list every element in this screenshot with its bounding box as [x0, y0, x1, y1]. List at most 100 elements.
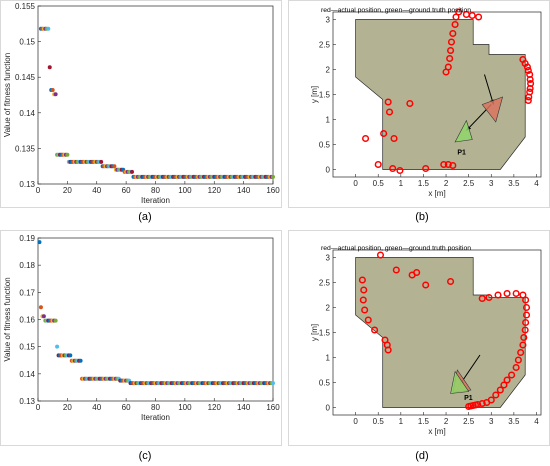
ground-truth-triangle — [450, 370, 470, 394]
x-tick-label: 2.5 — [463, 417, 475, 426]
actual-position-marker — [440, 160, 448, 169]
y-tick-label: 0.15 — [19, 343, 35, 352]
y-tick-label: 0.18 — [19, 261, 35, 270]
data-point — [46, 26, 51, 31]
plot-area — [37, 237, 274, 402]
y-tick-label: 2 — [326, 66, 331, 75]
actual-position-marker — [525, 93, 533, 101]
data-point — [130, 169, 134, 174]
actual-position-marker — [508, 371, 516, 379]
y-axis-label: y [m] — [310, 86, 319, 103]
x-tick-label: 3 — [489, 417, 494, 426]
room-area — [355, 19, 526, 170]
x-tick-label: 140 — [237, 403, 251, 412]
data-point — [55, 344, 60, 349]
x-axis-label: x [m] — [428, 189, 445, 198]
y-tick-label: 1.5 — [319, 91, 331, 100]
actual-position-marker — [384, 98, 392, 106]
x-tick-label: 1.5 — [418, 417, 430, 426]
actual-position-marker — [519, 341, 527, 349]
x-tick-label: 60 — [122, 186, 131, 195]
x-tick-label: 120 — [208, 403, 222, 412]
y-tick-label: 0.19 — [19, 234, 35, 243]
x-tick-label: 80 — [151, 186, 160, 195]
actual-position-marker — [444, 160, 452, 169]
y-axis-label: Value of fitness function — [3, 277, 12, 361]
x-tick-label: 0 — [353, 417, 358, 426]
chart-a: 0 20 40 60 80 100 120 140 160 0.13 0.135 0.14 0.145 0… — [0, 0, 282, 208]
y-tick-label: 0.17 — [19, 288, 35, 297]
caption-a: (a) — [138, 211, 152, 223]
x-tick-label: 160 — [266, 403, 280, 412]
x-tick-label: 3.5 — [508, 417, 520, 426]
actual-position-marker — [371, 326, 379, 334]
actual-position-marker — [444, 63, 452, 71]
actual-position-marker — [517, 348, 525, 357]
actual-position-marker — [358, 276, 366, 284]
x-tick-label: 40 — [92, 403, 101, 412]
actual-position-marker — [478, 294, 486, 303]
actual-position-marker — [380, 129, 388, 138]
y-tick-label: 2.5 — [319, 41, 331, 50]
chart-d: 0 0.5 1 1.5 2 2.5 3 3.5 4 0 0.5 1 1.5 2 2.5 3 x [m] y [m]… — [288, 230, 550, 446]
data-point — [47, 65, 52, 70]
y-axis-label: Value of fitness function — [3, 53, 12, 137]
data-point — [78, 358, 83, 363]
data-point — [53, 92, 58, 97]
actual-position-marker — [385, 108, 394, 116]
actual-position-marker — [521, 326, 529, 334]
data-point — [41, 314, 46, 319]
y-tick-label: 0 — [326, 404, 331, 413]
y-tick-label: 0.16 — [19, 316, 35, 325]
actual-position-marker — [496, 386, 504, 394]
x-tick-label: 0 — [36, 403, 41, 412]
y-tick-label: 0.155 — [15, 2, 36, 11]
actual-position-marker — [396, 166, 404, 175]
actual-position-marker — [413, 268, 421, 277]
actual-position-marker — [512, 289, 520, 298]
x-tick-label: 120 — [208, 186, 222, 195]
y-tick-label: 0.13 — [19, 397, 35, 406]
actual-position-marker — [422, 281, 430, 289]
actual-position-marker — [447, 38, 456, 46]
actual-position-marker — [364, 316, 372, 324]
x-tick-label: 4 — [534, 179, 539, 188]
actual-position-marker — [360, 286, 368, 294]
chart-c: 0 20 40 60 80 100 120 140 160 0.13 0.14 0.15 0.16 0.1… — [0, 230, 282, 446]
actual-position-marker — [468, 11, 476, 20]
x-axis-label: x [m] — [428, 427, 445, 436]
actual-position-marker — [522, 318, 530, 327]
x-tick-label: 0 — [353, 179, 358, 188]
x-tick-label: 1 — [399, 417, 404, 426]
actual-position-marker — [522, 303, 531, 312]
actual-position-marker — [451, 20, 459, 29]
actual-position-marker — [526, 84, 534, 93]
y-axis-label: y [m] — [310, 324, 319, 341]
actual-position-marker — [390, 134, 398, 143]
actual-position-marker — [422, 164, 430, 173]
point-label: P1 — [464, 395, 473, 402]
x-tick-label: 3 — [489, 179, 494, 188]
data-point — [68, 353, 73, 358]
actual-position-marker — [446, 54, 454, 63]
actual-position-marker — [500, 381, 508, 389]
x-tick-label: 160 — [266, 186, 280, 195]
actual-position-marker — [519, 291, 527, 299]
x-axis-label: Iteration — [141, 413, 170, 422]
actual-position-marker — [361, 306, 369, 314]
actual-position-marker — [447, 277, 455, 286]
data-point — [271, 174, 275, 179]
x-tick-label: 60 — [122, 403, 131, 412]
y-tick-label: 0.14 — [19, 109, 35, 118]
actual-position-marker — [449, 161, 457, 170]
x-tick-label: 4 — [534, 417, 539, 426]
x-tick-label: 2 — [444, 417, 449, 426]
actual-position-marker — [512, 363, 520, 372]
y-tick-label: 1 — [326, 354, 331, 363]
actual-position-marker — [406, 99, 414, 108]
x-tick-label: 80 — [151, 403, 160, 412]
actual-position-marker — [455, 8, 463, 16]
actual-position-marker — [449, 29, 457, 38]
actual-position-marker — [384, 346, 392, 354]
x-tick-label: 1 — [399, 179, 404, 188]
